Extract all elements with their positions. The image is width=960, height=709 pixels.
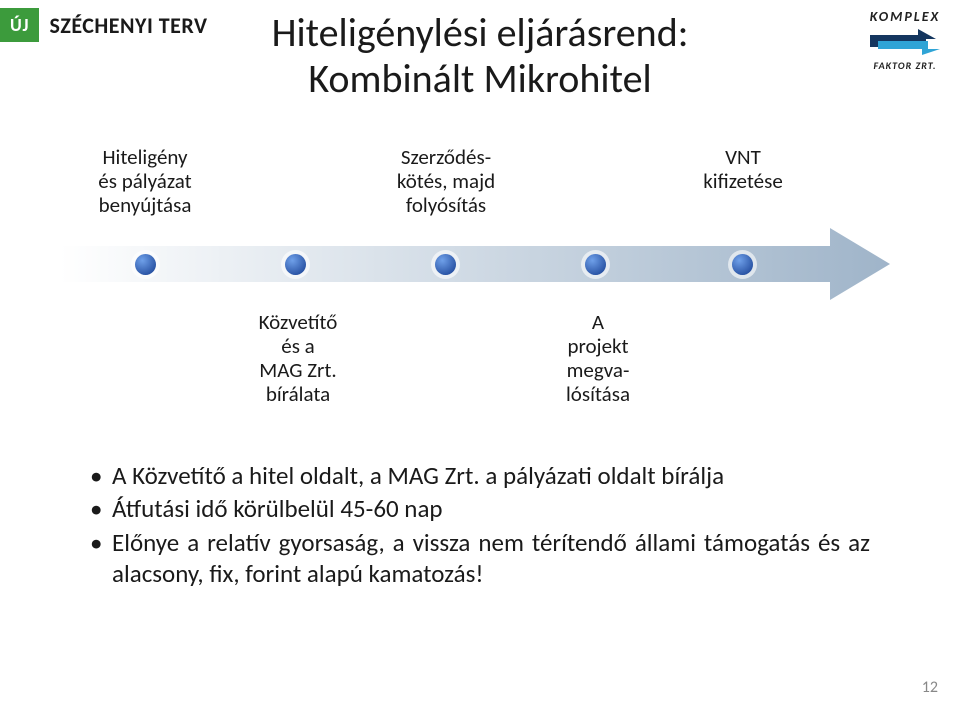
step-label-2: Közvetítőés aMAG Zrt.bírálata — [218, 310, 378, 407]
title-line2: Kombinált Mikrohitel — [0, 56, 960, 102]
step-label-1: Hiteligényés pályázatbenyújtása — [65, 145, 225, 217]
step-dot-3 — [435, 254, 456, 275]
step-label-4: Aprojektmegva-lósítása — [518, 310, 678, 407]
step-dot-4 — [585, 254, 606, 275]
page-number: 12 — [922, 678, 938, 697]
step-label-3: Szerződés-kötés, majdfolyósítás — [350, 145, 542, 217]
step-dot-5 — [732, 254, 753, 275]
bullet-item-3: Előnye a relatív gyorsaság, a vissza nem… — [90, 527, 870, 590]
step-dot-1 — [135, 254, 156, 275]
process-arrow-diagram: Hiteligényés pályázatbenyújtásaKözvetítő… — [60, 150, 890, 450]
step-dot-2 — [285, 254, 306, 275]
title-line1: Hiteligénylési eljárásrend: — [0, 10, 960, 56]
page-title: Hiteligénylési eljárásrend: Kombinált Mi… — [0, 10, 960, 102]
arrow-shape-icon — [60, 228, 890, 300]
bullet-list: A Közvetítő a hitel oldalt, a MAG Zrt. a… — [90, 460, 870, 591]
bullet-item-1: A Közvetítő a hitel oldalt, a MAG Zrt. a… — [90, 460, 870, 491]
bullet-item-2: Átfutási idő körülbelül 45-60 nap — [90, 493, 870, 524]
step-label-5: VNTkifizetése — [668, 145, 818, 193]
